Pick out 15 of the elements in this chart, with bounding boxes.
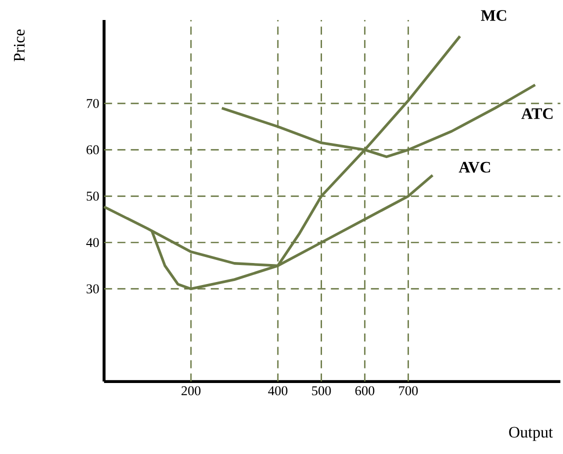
y-tick-label: 70 <box>86 99 99 108</box>
x-tick-label: 700 <box>399 386 418 396</box>
x-tick-label: 200 <box>182 386 200 396</box>
y-axis-title: Price <box>14 30 25 62</box>
x-tick-label: 600 <box>355 386 374 396</box>
x-tick-label: 500 <box>312 386 331 396</box>
series-label: ATC <box>521 108 553 120</box>
y-tick-label: 50 <box>86 192 99 201</box>
y-tick-label: 60 <box>86 146 99 154</box>
x-axis-title: Output <box>509 427 553 442</box>
y-tick-label: 40 <box>86 238 99 248</box>
y-tick-label: 30 <box>86 284 99 294</box>
x-tick-label: 400 <box>268 386 288 396</box>
series-label: MC <box>480 10 506 22</box>
series-label: AVC <box>458 162 490 173</box>
